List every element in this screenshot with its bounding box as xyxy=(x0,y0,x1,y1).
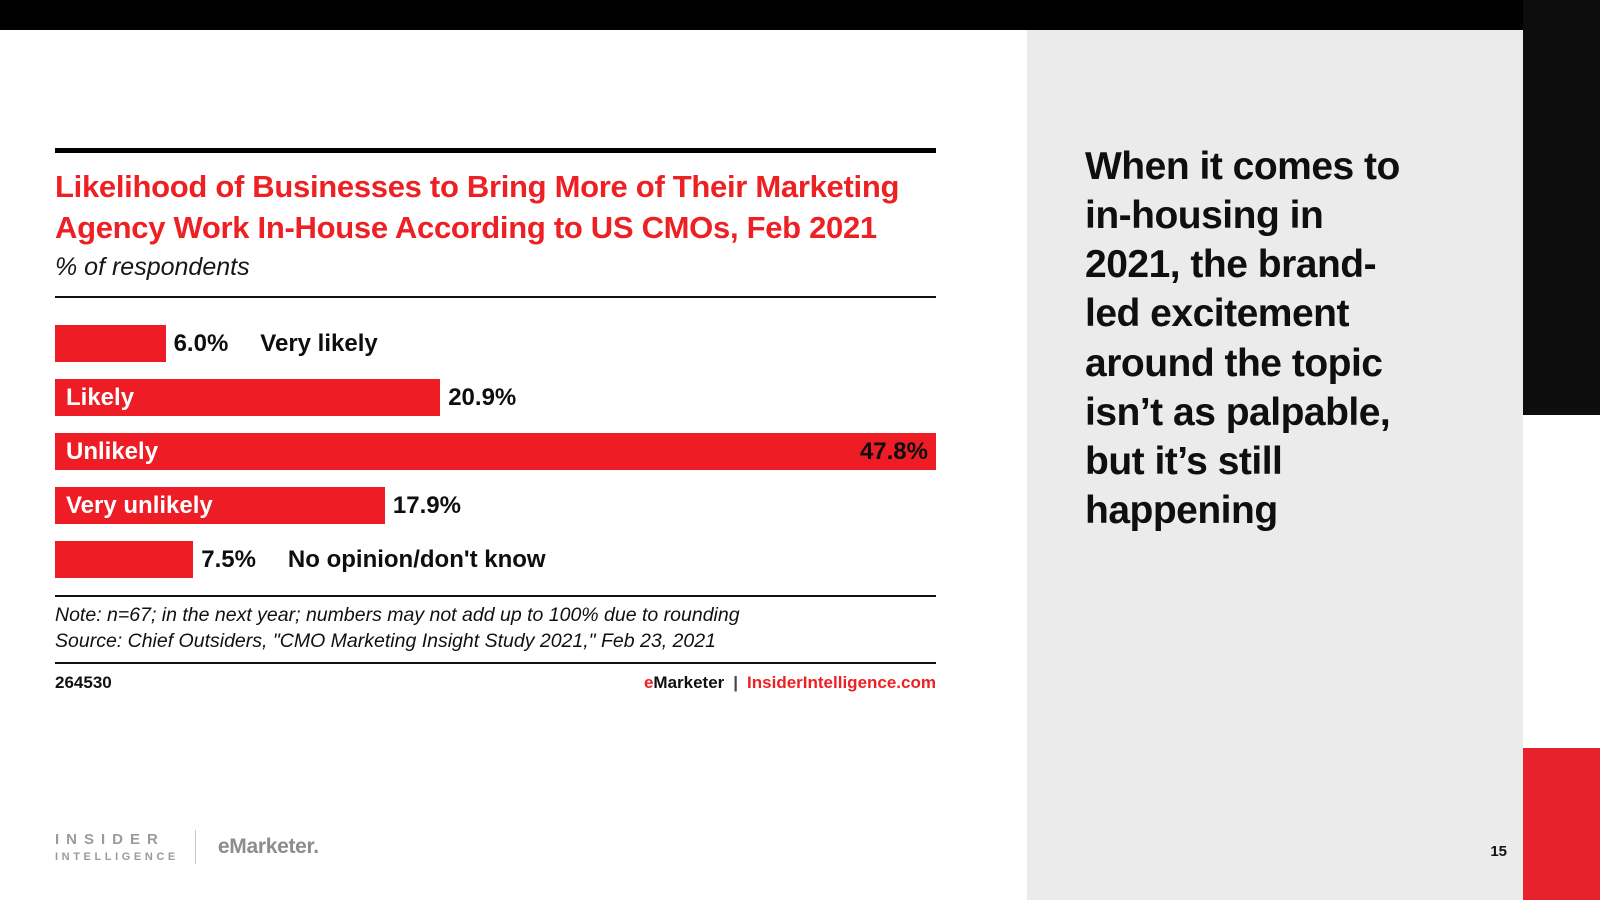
chart-subtitle: % of respondents xyxy=(55,253,250,282)
title-top-rule xyxy=(55,148,936,153)
commentary-quote: When it comes to in-housing in 2021, the… xyxy=(1085,145,1400,532)
bar-row: Very unlikely 17.9% xyxy=(55,487,936,525)
bar-value-label: 6.0% xyxy=(173,329,229,357)
bar-row: Unlikely 47.8% xyxy=(55,433,936,471)
bar-segment xyxy=(55,541,194,579)
source-line: Source: Chief Outsiders, "CMO Marketing … xyxy=(55,630,716,653)
bar-category-label: No opinion/don't know xyxy=(287,545,546,573)
bar-row: Likely 20.9% xyxy=(55,379,936,417)
bar-value-label: 20.9% xyxy=(448,383,517,411)
bar-chart: 6.0% Very likely Likely 20.9% Unlikely 47.8% V… xyxy=(55,325,936,579)
insider-intelligence-url: InsiderIntelligence.com xyxy=(747,672,936,692)
footer-logos: INSIDER INTELLIGENCE eMarketer. xyxy=(55,830,319,864)
insider-intelligence-logo: INSIDER INTELLIGENCE xyxy=(55,831,179,863)
insider-logo-line2: INTELLIGENCE xyxy=(55,851,179,863)
brand-separator: | xyxy=(733,672,739,692)
bar-segment: Very unlikely xyxy=(55,487,385,525)
emarketer-e: e xyxy=(643,672,654,692)
chart-title: Likelihood of Businesses to Bring More o… xyxy=(55,169,900,246)
bar-category-label: Very unlikely xyxy=(66,491,213,519)
emarketer-rest: Marketer xyxy=(653,672,725,692)
commentary-panel: When it comes to in-housing in 2021, the… xyxy=(1027,30,1523,900)
right-red-block xyxy=(1523,748,1600,900)
subtitle-rule xyxy=(55,296,936,299)
brand-line: eMarketer | InsiderIntelligence.com xyxy=(644,673,936,693)
chart-container: Likelihood of Businesses to Bring More o… xyxy=(55,148,936,693)
top-black-bar xyxy=(0,0,1600,30)
bar-value-label: 17.9% xyxy=(392,491,461,519)
bar-row: 6.0% Very likely xyxy=(55,325,936,363)
emarketer-logo: eMarketer. xyxy=(217,835,319,858)
note-line: Note: n=67; in the next year; numbers ma… xyxy=(55,604,740,627)
bar-segment: Likely xyxy=(55,379,441,417)
note-bottom-rule xyxy=(55,661,936,664)
chart-id: 264530 xyxy=(55,672,112,692)
chart-note: Note: n=67; in the next year; numbers ma… xyxy=(55,603,936,654)
right-black-strip xyxy=(1523,0,1600,415)
chart-footer: 264530 eMarketer | InsiderIntelligence.com xyxy=(55,673,936,693)
insider-logo-line1: INSIDER xyxy=(55,831,165,848)
bar-category-label: Very likely xyxy=(260,329,378,357)
note-top-rule xyxy=(55,595,936,598)
bar-category-label: Likely xyxy=(66,383,135,411)
bar-category-label: Unlikely xyxy=(66,437,159,465)
bar-segment xyxy=(55,325,166,363)
bar-row: 7.5% No opinion/don't know xyxy=(55,541,936,579)
logo-divider xyxy=(194,830,196,864)
bar-segment: Unlikely 47.8% xyxy=(55,433,936,471)
bar-value-label: 47.8% xyxy=(859,437,928,465)
page-number: 15 xyxy=(1490,843,1507,860)
bar-value-label: 7.5% xyxy=(201,545,256,573)
